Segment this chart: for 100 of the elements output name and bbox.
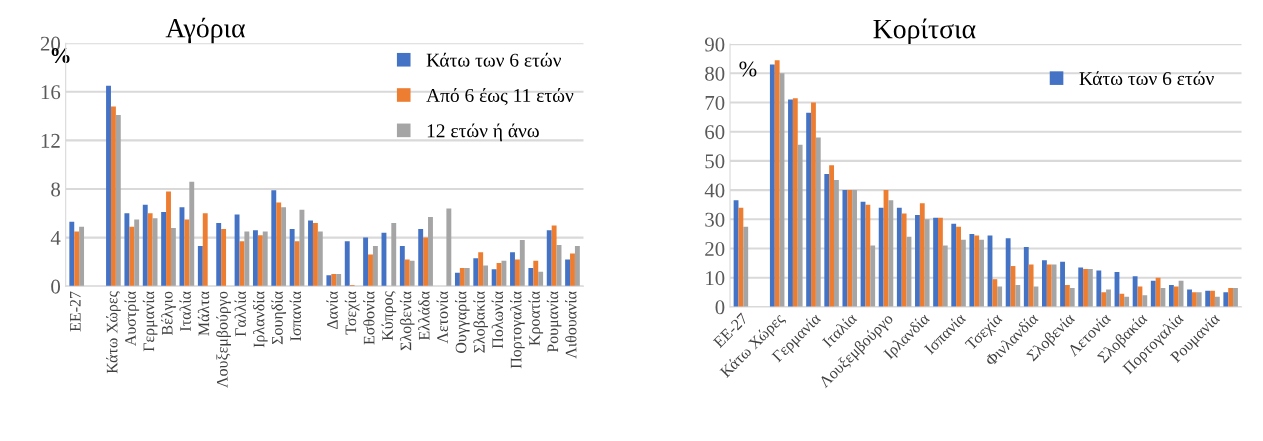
bar [1051, 264, 1057, 307]
bar [834, 179, 839, 307]
x-tick-label: Βέλγιο [161, 291, 176, 336]
bar [788, 99, 793, 307]
y-tick-label: 16 [41, 85, 61, 100]
bar [344, 241, 350, 287]
bar [372, 246, 378, 287]
bar [774, 60, 780, 307]
y-tick-label: 90 [704, 37, 725, 52]
bar [459, 267, 465, 287]
bar [824, 174, 830, 307]
bar [1064, 285, 1070, 307]
bar [870, 245, 876, 307]
x-tick-label: Σλοβενία [399, 291, 415, 351]
bar [969, 233, 975, 307]
bar [124, 213, 130, 287]
bar [574, 246, 580, 287]
bar [1196, 292, 1202, 307]
bar [519, 240, 525, 287]
bar [363, 237, 369, 287]
bar [514, 259, 520, 287]
bar [896, 207, 902, 307]
x-tick-label: Γερμανία [142, 291, 158, 352]
bar [1028, 264, 1034, 307]
bar [142, 204, 148, 287]
bar [1168, 285, 1174, 307]
bar [565, 259, 571, 287]
bar [368, 254, 373, 287]
x-tick-label: Δανία [326, 291, 338, 329]
bar [1101, 292, 1107, 307]
x-tick-label: Ιταλία [179, 291, 191, 332]
x-tick-label: Ελλάδα [418, 291, 430, 341]
bar [1214, 296, 1220, 307]
bar [312, 223, 318, 287]
y-tick-label: 0 [715, 300, 725, 315]
y-tick-label: 50 [705, 154, 725, 169]
bar [271, 190, 277, 287]
chart-title: Αγόρια [165, 17, 245, 44]
bar [743, 226, 749, 307]
bar [1106, 289, 1111, 307]
bar [299, 209, 305, 287]
x-tick-label: Ιρλανδία [252, 291, 268, 348]
bar [570, 253, 575, 287]
bar [792, 98, 798, 307]
bar [956, 226, 961, 307]
x-tick-label: Εσθονία [363, 291, 375, 345]
bar [166, 191, 171, 287]
legend-label: 12 ετών ή άνω [427, 123, 539, 142]
bar [1187, 289, 1192, 307]
bar [1205, 290, 1211, 307]
bar [147, 213, 153, 287]
bar [806, 112, 812, 307]
x-tick-label: Λιθουανία [565, 291, 577, 359]
bar [769, 64, 775, 307]
bar [951, 223, 957, 307]
bar [847, 190, 853, 307]
bar [281, 207, 287, 287]
bar [1132, 276, 1138, 307]
bar [308, 220, 313, 287]
bar [478, 252, 484, 287]
bar [409, 260, 415, 287]
x-tick-label: Πολωνία [491, 291, 504, 349]
legend-label: Από 6 έως 11 ετών [426, 88, 574, 106]
bar [1005, 238, 1011, 307]
bar [79, 226, 85, 287]
bar [1124, 296, 1130, 307]
bar [924, 219, 930, 307]
bar [74, 231, 80, 287]
bar [234, 214, 240, 287]
x-tick-label: Μάλτα [197, 291, 210, 336]
x-tick-label: Κροατία [528, 291, 544, 346]
y-tick-label: 8 [51, 182, 61, 197]
legend-label: Κάτω των 6 ετών [426, 52, 562, 67]
bar [326, 275, 332, 287]
bar [473, 258, 479, 287]
bar [69, 221, 75, 287]
x-tick-label: Κάτω Χώρες [106, 291, 121, 374]
bar [391, 223, 397, 287]
x-tick-label: Ρουμανία [546, 291, 562, 353]
x-tick-label: Ισπανία [289, 291, 302, 341]
bar [483, 265, 489, 287]
bar [197, 246, 203, 287]
y-tick-label: 60 [705, 125, 725, 140]
bar [161, 212, 167, 287]
bar [257, 235, 263, 287]
bar [915, 214, 920, 307]
bar [418, 229, 424, 287]
bar [454, 272, 460, 287]
bar [852, 190, 857, 307]
bar [106, 85, 111, 287]
y-tick-label: 0 [51, 279, 61, 294]
bar [244, 231, 250, 287]
bar [1042, 260, 1047, 307]
bar [919, 203, 925, 307]
bar [1023, 247, 1029, 307]
bar [992, 279, 998, 307]
bar [1155, 277, 1161, 307]
y-tick-label: 20 [705, 241, 725, 256]
bar [216, 223, 222, 287]
bar [276, 202, 282, 287]
